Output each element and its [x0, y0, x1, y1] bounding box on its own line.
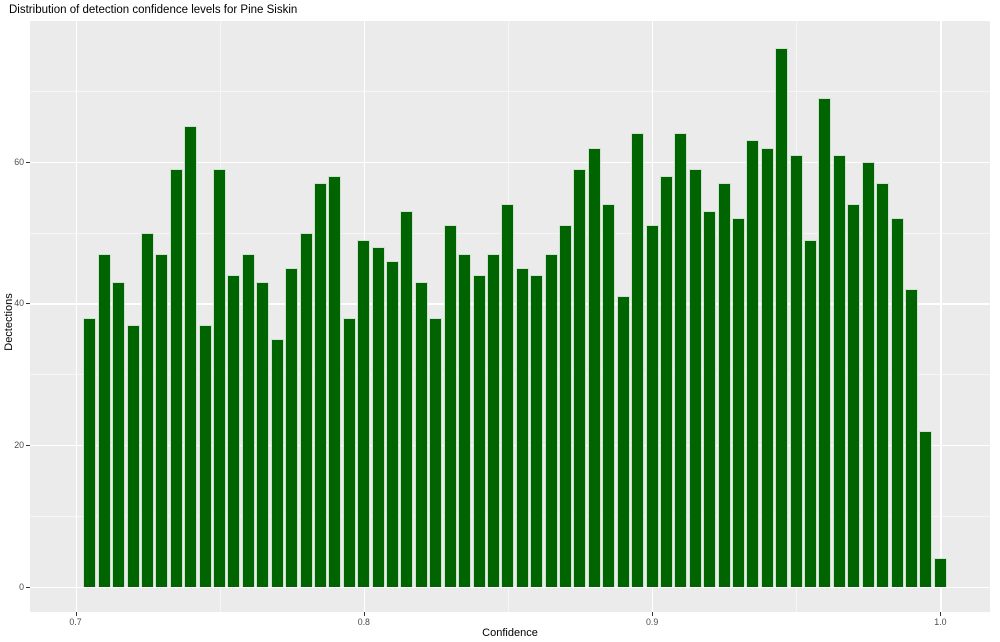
y-tick-mark: [26, 586, 30, 588]
histogram-bar: [616, 296, 630, 587]
histogram-bar: [515, 267, 529, 587]
histogram-bar: [760, 147, 774, 587]
y-major-gridline: [30, 586, 990, 588]
histogram-bar: [256, 282, 270, 587]
histogram-bar: [400, 211, 414, 587]
histogram-bar: [832, 154, 846, 587]
histogram-bar: [342, 317, 356, 587]
x-tick-label: 1.0: [934, 617, 947, 627]
y-tick-mark: [26, 303, 30, 305]
histogram-bar: [486, 253, 500, 587]
x-tick-label: 0.7: [69, 617, 82, 627]
histogram-bar: [861, 161, 875, 587]
y-tick-label: 0: [19, 581, 24, 592]
x-major-gridline: [940, 21, 942, 612]
histogram-bar: [443, 225, 457, 587]
y-major-gridline: [30, 161, 990, 163]
x-tick-label: 0.8: [357, 617, 370, 627]
histogram-bar: [126, 324, 140, 587]
x-tick-mark: [652, 612, 654, 616]
plot-panel: [30, 21, 990, 612]
histogram-bar: [587, 147, 601, 587]
histogram-bar: [501, 204, 515, 587]
histogram-bar: [789, 154, 803, 587]
histogram-bar: [458, 253, 472, 587]
histogram-bar: [544, 253, 558, 587]
x-tick-mark: [363, 612, 365, 616]
histogram-bar: [659, 175, 673, 587]
histogram-bar: [140, 232, 154, 587]
y-tick-label: 20: [14, 440, 24, 451]
x-tick-mark: [940, 612, 942, 616]
histogram-bar: [688, 168, 702, 587]
histogram-bar: [645, 225, 659, 587]
histogram-bar: [83, 317, 97, 587]
histogram-bar: [328, 175, 342, 587]
x-axis-label: Confidence: [482, 627, 538, 639]
histogram-bar: [371, 246, 385, 587]
histogram-bar: [198, 324, 212, 587]
histogram-bar: [227, 275, 241, 587]
y-minor-gridline: [30, 90, 990, 92]
y-axis-label: Dectections: [3, 293, 15, 351]
histogram-bar: [746, 140, 760, 587]
histogram-bar: [717, 182, 731, 587]
histogram-bar: [155, 253, 169, 587]
histogram-bar: [386, 260, 400, 587]
y-tick-label: 60: [14, 156, 24, 167]
histogram-bar: [847, 204, 861, 587]
histogram-bar: [97, 253, 111, 587]
histogram-bar: [184, 126, 198, 587]
histogram-bar: [818, 97, 832, 587]
histogram-bar: [731, 218, 745, 587]
histogram-bar: [213, 168, 227, 587]
histogram-bar: [530, 275, 544, 587]
histogram-bar: [703, 211, 717, 587]
histogram-bar: [112, 282, 126, 587]
x-tick-label: 0.9: [646, 617, 659, 627]
histogram-bar: [241, 253, 255, 587]
histogram-bar: [270, 338, 284, 587]
histogram-bar: [429, 317, 443, 587]
histogram-bar: [573, 168, 587, 587]
histogram-bar: [890, 218, 904, 587]
histogram-bar: [299, 232, 313, 587]
chart-title: Distribution of detection confidence lev…: [9, 4, 298, 16]
histogram-bar: [933, 558, 947, 587]
histogram-bar: [313, 182, 327, 587]
y-tick-mark: [26, 161, 30, 163]
histogram-bar: [169, 168, 183, 587]
histogram-bar: [775, 48, 789, 587]
histogram-bar: [904, 289, 918, 587]
y-tick-label: 40: [14, 298, 24, 309]
histogram-bar: [414, 282, 428, 587]
x-major-gridline: [75, 21, 77, 612]
histogram-bar: [285, 267, 299, 587]
histogram-bar: [804, 239, 818, 587]
y-tick-mark: [26, 445, 30, 447]
histogram-bar: [602, 204, 616, 587]
histogram-bar: [674, 133, 688, 587]
histogram-bar: [919, 430, 933, 587]
histogram-bar: [559, 225, 572, 587]
histogram-bar: [472, 275, 486, 587]
histogram-bar: [357, 239, 371, 587]
histogram-bar: [876, 182, 890, 587]
x-tick-mark: [75, 612, 77, 616]
histogram-bar: [631, 133, 645, 587]
